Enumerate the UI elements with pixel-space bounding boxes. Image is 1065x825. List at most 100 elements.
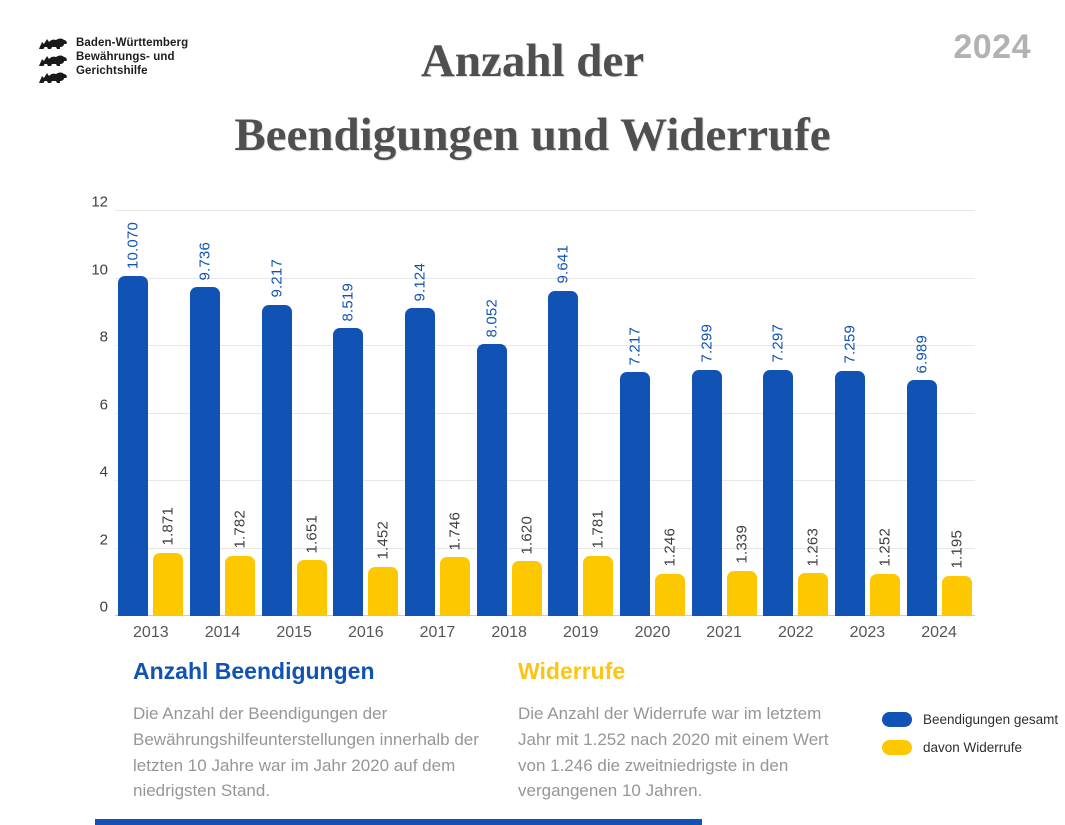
y-tick-label: 12 <box>91 193 108 211</box>
bar-widerrufe-2014: 1.782 <box>224 510 255 616</box>
section-beendigungen: Anzahl Beendigungen Die Anzahl der Beend… <box>133 658 481 804</box>
x-tick-label-2014: 2014 <box>204 624 241 641</box>
bar-group-2023: 7.259 1.252 <box>834 211 900 616</box>
plot-area <box>115 210 975 616</box>
bar-value-label: 1.339 <box>733 525 751 564</box>
bar-value-label: 7.297 <box>769 324 787 363</box>
bar-value-label: 9.217 <box>268 259 286 298</box>
page-title-line2: Beendigungen und Widerrufe <box>234 109 831 161</box>
legend-label: davon Widerrufe <box>923 740 1023 755</box>
x-tick-label-2020: 2020 <box>634 624 671 641</box>
bar-widerrufe-2017: 1.746 <box>439 512 470 616</box>
bar-widerrufe-2013: 1.871 <box>153 507 184 616</box>
bar-widerrufe-2024: 1.195 <box>941 530 972 616</box>
y-tick-label: 8 <box>99 328 108 346</box>
bar-value-label: 1.620 <box>518 515 536 555</box>
page-title-line1: Anzahl der <box>420 35 645 87</box>
bar-widerrufe-2016: 1.452 <box>368 521 399 616</box>
x-tick-label-2019: 2019 <box>562 624 599 641</box>
bar-group-2020: 7.217 1.246 <box>619 211 685 616</box>
section-widerrufe-heading: Widerrufe <box>518 658 626 684</box>
bar-beendigungen-2013: 10.070 <box>118 222 149 616</box>
bar-group-2013: 10.070 1.871 <box>118 211 184 616</box>
legend-swatch-icon <box>882 740 912 755</box>
gridline <box>115 412 975 414</box>
bar-beendigungen-2014: 9.736 <box>189 242 220 616</box>
section-widerrufe: Widerrufe Die Anzahl der Widerrufe war i… <box>518 658 836 804</box>
bar-value-label: 1.781 <box>589 510 607 549</box>
bar-value-label: 1.746 <box>446 511 464 551</box>
gridline <box>115 480 975 481</box>
bar-value-label: 9.641 <box>554 245 572 284</box>
bar-value-label: 8.052 <box>483 298 501 338</box>
logo-text-line3: Gerichtshilfe <box>76 65 148 77</box>
x-tick-label-2013: 2013 <box>133 624 169 641</box>
legend-item: davon Widerrufe <box>882 740 1058 755</box>
bar-widerrufe-2018: 1.620 <box>511 516 542 616</box>
section-beendigungen-body: Die Anzahl der Beendigungen der Bewährun… <box>133 704 479 801</box>
bar-group-2016: 8.519 1.452 <box>333 211 399 616</box>
bar-beendigungen-2021: 7.299 <box>691 324 722 616</box>
x-axis-labels: 2013 2014 2015 2016 2017 2018 2019 2020 2021 2022… <box>115 624 975 642</box>
bar-value-label: 9.124 <box>411 262 429 302</box>
bar-value-label: 1.782 <box>231 510 249 549</box>
section-widerrufe-body: Die Anzahl der Widerrufe war im letztem … <box>518 704 829 801</box>
gridline <box>115 345 975 346</box>
bar-value-label: 1.452 <box>374 521 392 560</box>
bar-value-label: 7.259 <box>841 325 859 365</box>
y-tick-label: 0 <box>99 598 108 616</box>
footer-accent-bar <box>95 819 702 825</box>
bar-group-2017: 9.124 1.746 <box>404 211 470 616</box>
bar-beendigungen-2024: 6.989 <box>906 335 937 616</box>
bar-widerrufe-2020: 1.246 <box>654 528 685 616</box>
bar-value-label: 1.651 <box>303 514 321 554</box>
y-tick-label: 10 <box>91 261 108 278</box>
bar-widerrufe-2015: 1.651 <box>296 515 327 616</box>
bar-beendigungen-2017: 9.124 <box>404 263 435 616</box>
chart-legend: Beendigungen gesamt davon Widerrufe <box>882 712 1058 755</box>
bar-value-label: 1.252 <box>876 528 894 567</box>
bar-widerrufe-2021: 1.339 <box>726 525 757 616</box>
bar-beendigungen-2020: 7.217 <box>619 327 650 616</box>
section-beendigungen-heading: Anzahl Beendigungen <box>133 658 375 684</box>
x-tick-label-2024: 2024 <box>921 624 957 641</box>
y-tick-label: 6 <box>99 396 108 413</box>
bw-logo: Baden-Württemberg Bewährungs- und Gerich… <box>38 36 188 85</box>
legend-label: Beendigungen gesamt <box>923 712 1059 727</box>
x-tick-label-2018: 2018 <box>491 624 527 641</box>
bar-beendigungen-2018: 8.052 <box>476 299 507 616</box>
gridline <box>115 547 975 549</box>
bar-widerrufe-2023: 1.252 <box>869 528 900 616</box>
bar-beendigungen-2023: 7.259 <box>834 325 865 616</box>
bar-widerrufe-2019: 1.781 <box>583 510 614 616</box>
bar-group-2018: 8.052 1.620 <box>476 211 542 616</box>
bar-value-label: 1.195 <box>948 530 966 569</box>
bar-value-label: 7.299 <box>698 324 716 363</box>
legend-item: Beendigungen gesamt <box>882 712 1058 727</box>
logo-text-line1: Baden-Württemberg <box>76 37 189 49</box>
x-tick-label-2023: 2023 <box>849 624 886 641</box>
bar-group-2019: 9.641 1.781 <box>548 211 614 616</box>
logo-text: Baden-Württemberg Bewährungs- und Gerich… <box>76 36 188 78</box>
bar-group-2015: 9.217 1.651 <box>261 211 327 616</box>
bar-group-2014: 9.736 1.782 <box>189 211 255 616</box>
bar-beendigungen-2016: 8.519 <box>333 283 364 616</box>
bar-value-label: 10.070 <box>124 222 142 270</box>
bar-widerrufe-2022: 1.263 <box>798 528 829 616</box>
gridline <box>115 210 975 211</box>
bar-beendigungen-2022: 7.297 <box>763 324 794 616</box>
bar-group-2024: 6.989 1.195 <box>906 211 972 616</box>
bar-value-label: 6.989 <box>913 334 931 374</box>
logo-text-line2: Bewährungs- und <box>76 51 175 63</box>
bar-value-label: 7.217 <box>626 326 644 366</box>
bar-value-label: 8.519 <box>339 282 357 322</box>
x-tick-label-2015: 2015 <box>276 624 312 641</box>
bar-value-label: 1.246 <box>661 528 679 567</box>
x-tick-label-2021: 2021 <box>706 624 742 641</box>
bw-coat-of-arms-lions-icon <box>38 36 68 85</box>
y-tick-label: 2 <box>99 531 108 548</box>
x-tick-label-2022: 2022 <box>777 624 814 641</box>
bar-beendigungen-2015: 9.217 <box>261 259 292 616</box>
y-axis: 0 2 4 6 8 10 12 <box>70 194 108 616</box>
